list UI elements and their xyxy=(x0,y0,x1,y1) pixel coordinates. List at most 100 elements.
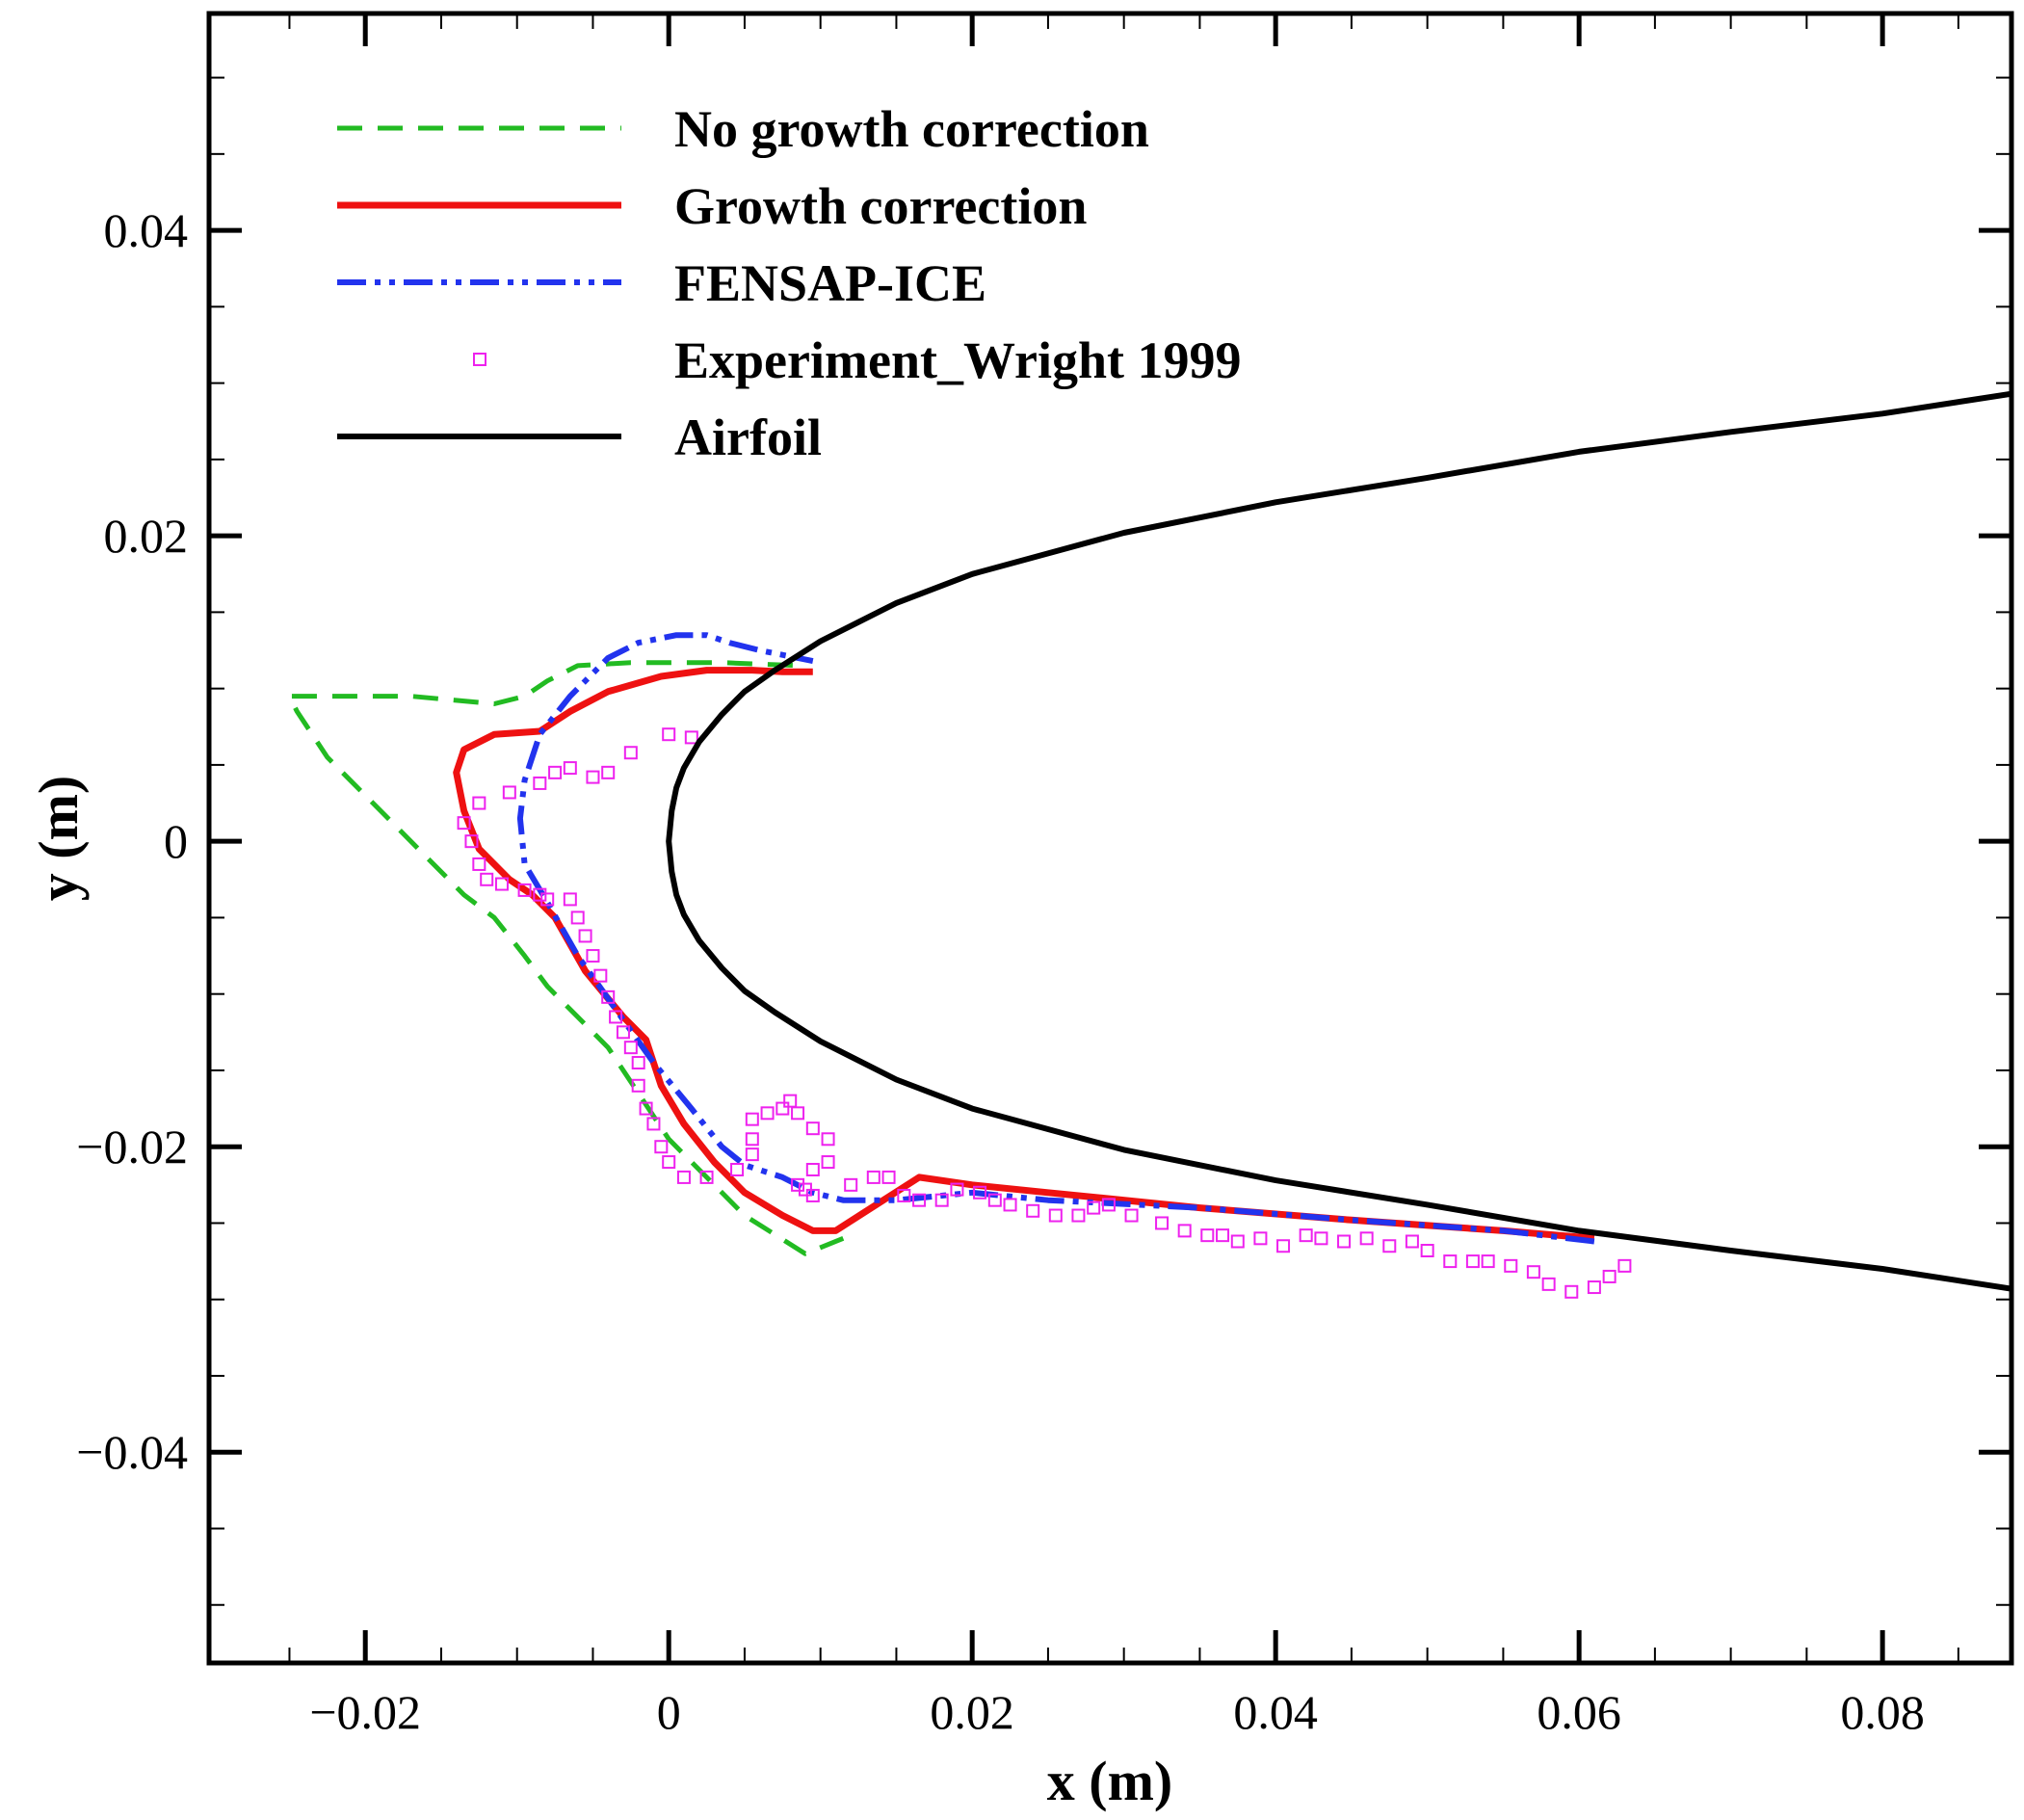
experiment-point xyxy=(791,1106,805,1121)
experiment-point xyxy=(745,1112,759,1126)
experiment-point xyxy=(950,1182,964,1197)
experiment-point xyxy=(623,746,638,760)
experiment-point xyxy=(805,1121,820,1136)
experiment-point xyxy=(1276,1239,1291,1253)
experiment-point xyxy=(570,910,585,925)
experiment-point xyxy=(1048,1208,1063,1223)
experiment-point xyxy=(821,1132,835,1147)
experiment-point xyxy=(1155,1216,1170,1230)
y-axis-title: y (m) xyxy=(27,776,90,901)
legend-item-experiment-wright-1999: Experiment_Wright 1999 xyxy=(473,331,1241,389)
experiment-point xyxy=(601,989,616,1004)
experiment-point xyxy=(1504,1258,1518,1273)
legend-item-fensap-ice: FENSAP-ICE xyxy=(337,254,986,312)
legend: No growth correction Growth correction FEN… xyxy=(337,100,1241,466)
experiment-point xyxy=(1526,1265,1540,1279)
x-tick-labels: −0.02 0 0.02 0.04 0.06 0.08 xyxy=(309,1685,1925,1739)
experiment-point xyxy=(1026,1203,1040,1218)
experiment-point xyxy=(745,1147,759,1162)
experiment-point xyxy=(639,1101,653,1116)
y-tick-label: 0.02 xyxy=(104,509,189,563)
legend-item-airfoil: Airfoil xyxy=(337,409,822,466)
experiment-point xyxy=(881,1170,896,1184)
experiment-point xyxy=(1299,1228,1313,1243)
experiment-point xyxy=(934,1193,949,1207)
experiment-point xyxy=(616,1025,630,1040)
experiment-point xyxy=(897,1188,911,1202)
experiment-point xyxy=(494,877,509,891)
experiment-point xyxy=(1382,1239,1397,1253)
x-tick-label: −0.02 xyxy=(309,1685,421,1739)
experiment-point xyxy=(1587,1280,1601,1295)
experiment-point xyxy=(1087,1200,1101,1215)
experiment-point xyxy=(623,1041,638,1055)
experiment-point xyxy=(1230,1234,1245,1249)
experiment-point xyxy=(791,1177,805,1192)
experiment-point xyxy=(1405,1234,1419,1249)
experiment-point xyxy=(775,1101,790,1116)
experiment-point xyxy=(1481,1254,1495,1269)
experiment-point xyxy=(1071,1208,1086,1223)
experiment-point xyxy=(1124,1208,1139,1223)
experiment-point xyxy=(578,929,592,943)
experiment-point xyxy=(464,834,479,849)
experiment-point xyxy=(1314,1231,1328,1246)
experiment-point xyxy=(1465,1254,1480,1269)
experiment-point xyxy=(586,949,600,963)
experiment-point xyxy=(973,1185,987,1200)
experiment-point xyxy=(662,727,676,742)
experiment-point xyxy=(1602,1269,1617,1283)
experiment-point xyxy=(1617,1258,1632,1273)
experiment-point xyxy=(540,892,555,907)
experiment-point xyxy=(1564,1284,1579,1299)
experiment-point xyxy=(1177,1224,1192,1238)
x-tick-label: 0.02 xyxy=(930,1685,1014,1739)
experiment-point xyxy=(563,892,577,907)
legend-label: FENSAP-ICE xyxy=(674,254,986,312)
experiment-point xyxy=(609,1010,623,1024)
legend-label: No growth correction xyxy=(674,100,1149,158)
experiment-point xyxy=(472,796,486,810)
experiment-point xyxy=(987,1193,1002,1207)
plot-frame xyxy=(206,11,2014,1666)
experiment-point xyxy=(593,968,608,983)
experiment-point xyxy=(472,857,486,871)
experiment-point xyxy=(480,872,494,886)
experiment-point xyxy=(866,1170,881,1184)
x-axis-title: x (m) xyxy=(1047,1750,1172,1812)
experiment-point xyxy=(844,1177,858,1192)
experiment-point xyxy=(684,730,698,745)
legend-label: Growth correction xyxy=(674,177,1087,235)
experiment-point xyxy=(821,1155,835,1170)
series-no-growth-correction-line xyxy=(287,660,845,1256)
experiment-point xyxy=(586,770,600,784)
y-tick-label: −0.02 xyxy=(76,1120,188,1174)
experiment-point xyxy=(1337,1234,1352,1249)
experiment-point xyxy=(654,1140,669,1154)
experiment-point xyxy=(646,1117,661,1131)
series-airfoil-line xyxy=(666,390,2011,1292)
experiment-point xyxy=(457,816,471,831)
experiment-point xyxy=(601,765,616,779)
experiment-point xyxy=(533,887,547,902)
experiment-point xyxy=(760,1106,775,1121)
experiment-point xyxy=(676,1170,691,1184)
experiment-point xyxy=(730,1162,745,1176)
experiment-point xyxy=(517,883,532,897)
experiment-point xyxy=(699,1170,714,1184)
experiment-point xyxy=(563,761,577,776)
experiment-point xyxy=(1200,1228,1215,1243)
x-tick-label: 0.04 xyxy=(1233,1685,1318,1739)
experiment-point xyxy=(805,1188,820,1202)
series-layer xyxy=(287,390,2011,1299)
experiment-point xyxy=(1253,1231,1268,1246)
experiment-point xyxy=(533,776,547,790)
y-tick-labels: −0.04 −0.02 0 0.02 0.04 xyxy=(76,203,188,1479)
experiment-point xyxy=(1541,1277,1556,1291)
major-ticks xyxy=(209,13,2011,1663)
experiment-point xyxy=(805,1162,820,1176)
experiment-point xyxy=(548,765,563,779)
experiment-point xyxy=(502,785,516,800)
experiment-point xyxy=(1359,1231,1374,1246)
experiment-point xyxy=(631,1078,645,1093)
